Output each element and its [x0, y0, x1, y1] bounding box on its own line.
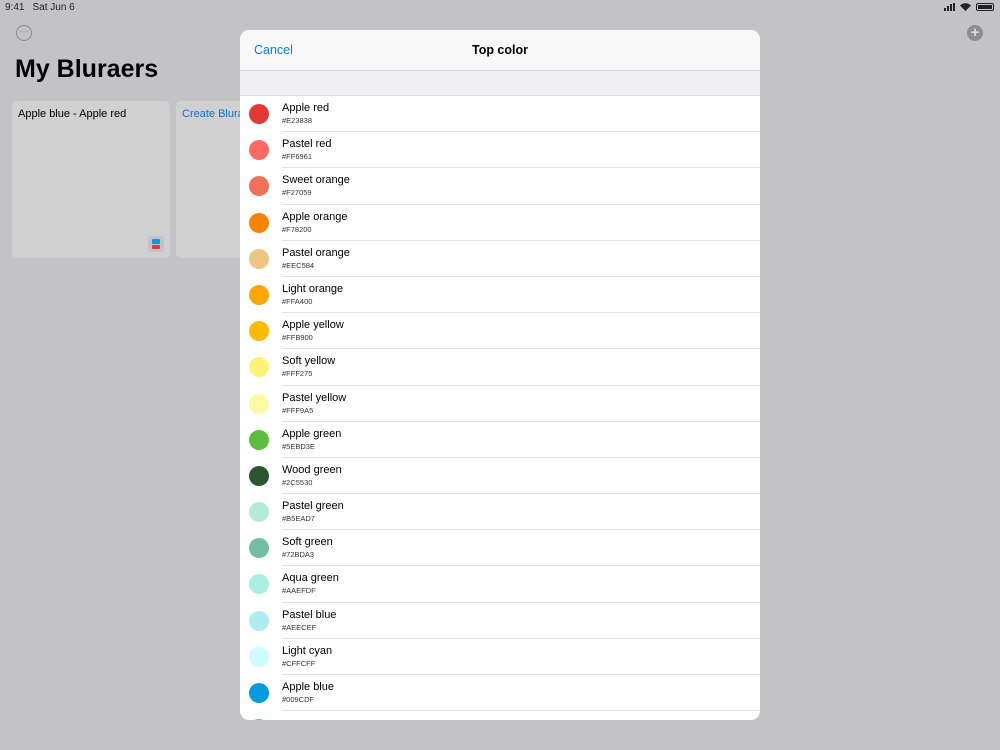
card-title: Apple blue - Apple red — [18, 108, 127, 120]
color-row[interactable]: Aqua green #AAEFDF — [240, 566, 760, 603]
status-time: 9:41 — [5, 2, 25, 13]
color-name: Apple green — [282, 427, 342, 440]
color-row[interactable]: Pastel red #FF6961 — [240, 132, 760, 169]
color-dot — [249, 104, 269, 124]
color-row[interactable]: Apple blue #009CDF — [240, 675, 760, 712]
color-dot — [249, 683, 269, 703]
color-dot — [249, 429, 269, 450]
color-hex: #FFF275 — [282, 369, 313, 379]
page-title: My Bluraers — [15, 55, 159, 83]
section-header — [240, 71, 760, 96]
color-dot — [249, 321, 269, 342]
color-dot — [249, 176, 269, 197]
color-name: Light orange — [282, 282, 344, 295]
color-hex: #F78200 — [282, 224, 312, 234]
sheet-title: Top color — [471, 43, 528, 57]
color-hex: #B5EAD7 — [282, 514, 315, 524]
color-hex: #F27059 — [282, 188, 312, 198]
color-name: Wood green — [282, 463, 342, 476]
color-row[interactable]: Apple orange #F78200 — [240, 205, 760, 241]
color-row[interactable]: Wood green #2C5530 — [240, 458, 760, 495]
color-name: Pastel red — [282, 138, 332, 151]
color-name: Pastel green — [282, 500, 344, 513]
color-hex: #2C5530 — [282, 477, 313, 487]
color-hex: #72BDA3 — [282, 550, 315, 560]
color-hex: #FF6961 — [282, 152, 313, 162]
color-row[interactable]: Light orange #FFA400 — [240, 277, 760, 314]
color-dot — [249, 502, 269, 523]
cancel-button[interactable]: Cancel — [254, 43, 293, 57]
top-color-sheet: Cancel Top color Apple red #E23838 Pastel … — [240, 30, 760, 720]
color-name: Soft green — [282, 536, 333, 549]
color-name: Aqua green — [282, 572, 339, 585]
plus-circle-icon[interactable]: + — [967, 25, 983, 41]
color-name: Sweet orange — [282, 174, 350, 187]
status-date: Sat Jun 6 — [32, 2, 75, 13]
color-name: Pastel orange — [282, 246, 350, 259]
color-dot — [249, 393, 269, 414]
color-hex: #E23838 — [282, 116, 313, 125]
color-row[interactable]: Light cyan #CFFCFF — [240, 639, 760, 676]
color-hex: #EEC584 — [282, 260, 315, 270]
color-dot — [249, 465, 269, 486]
color-dot — [249, 284, 269, 305]
color-name: Apple yellow — [282, 319, 344, 332]
color-dot — [249, 610, 269, 631]
color-dot — [249, 574, 269, 595]
color-row[interactable]: Apple green #5EBD3E — [240, 422, 760, 459]
color-hex: #009CDF — [282, 695, 315, 704]
status-bar: 9:41 Sat Jun 6 — [5, 2, 83, 13]
color-hex: #FFA400 — [282, 296, 313, 306]
status-icons — [944, 3, 994, 11]
color-row[interactable]: Soft green #72BDA3 — [240, 530, 760, 567]
color-name: Soft yellow — [282, 355, 336, 368]
color-row[interactable]: Soft yellow #FFF275 — [240, 349, 760, 386]
signal-icon — [944, 3, 955, 11]
color-hex: #CFFCFF — [282, 658, 316, 668]
color-list[interactable]: Apple red #E23838 Pastel red #FF6961 Sweet o… — [240, 96, 760, 712]
color-hex: #5EBD3E — [282, 441, 315, 451]
color-swatch-icon — [148, 236, 164, 252]
color-dot — [249, 212, 269, 233]
color-hex: #FFF9A5 — [282, 405, 314, 415]
color-dot — [249, 646, 269, 667]
color-dot — [249, 538, 269, 559]
color-dot — [249, 140, 269, 161]
wifi-icon — [960, 3, 971, 11]
color-name: Apple blue — [282, 681, 334, 693]
color-row[interactable]: Pastel green #B5EAD7 — [240, 494, 760, 531]
color-row[interactable]: Apple yellow #FFB900 — [240, 313, 760, 350]
color-row[interactable]: Pastel orange #EEC584 — [240, 241, 760, 278]
color-name: Apple orange — [282, 210, 348, 223]
color-name: Pastel blue — [282, 608, 337, 621]
color-row[interactable]: Sweet orange #F27059 — [240, 168, 760, 205]
create-label: Create Blura — [182, 108, 244, 120]
bluraer-card[interactable]: Apple blue - Apple red — [12, 101, 170, 258]
color-name: Apple red — [282, 102, 330, 114]
color-name: Light cyan — [282, 644, 333, 657]
color-row[interactable]: Pastel yellow #FFF9A5 — [240, 386, 760, 422]
color-dot — [249, 357, 269, 378]
color-hex: #FFB900 — [282, 333, 313, 343]
sheet-header: Cancel Top color — [240, 30, 760, 71]
color-dot — [249, 719, 269, 720]
color-row[interactable]: Apple red #E23838 — [240, 96, 760, 133]
color-name: Pastel yellow — [282, 391, 347, 404]
color-row-partial[interactable] — [240, 711, 760, 720]
color-hex: #AEECEF — [282, 622, 317, 632]
battery-icon — [976, 3, 994, 11]
color-hex: #AAEFDF — [282, 586, 316, 596]
color-dot — [249, 248, 269, 269]
ellipsis-circle-icon[interactable]: ··· — [16, 25, 32, 41]
color-row[interactable]: Pastel blue #AEECEF — [240, 603, 760, 640]
